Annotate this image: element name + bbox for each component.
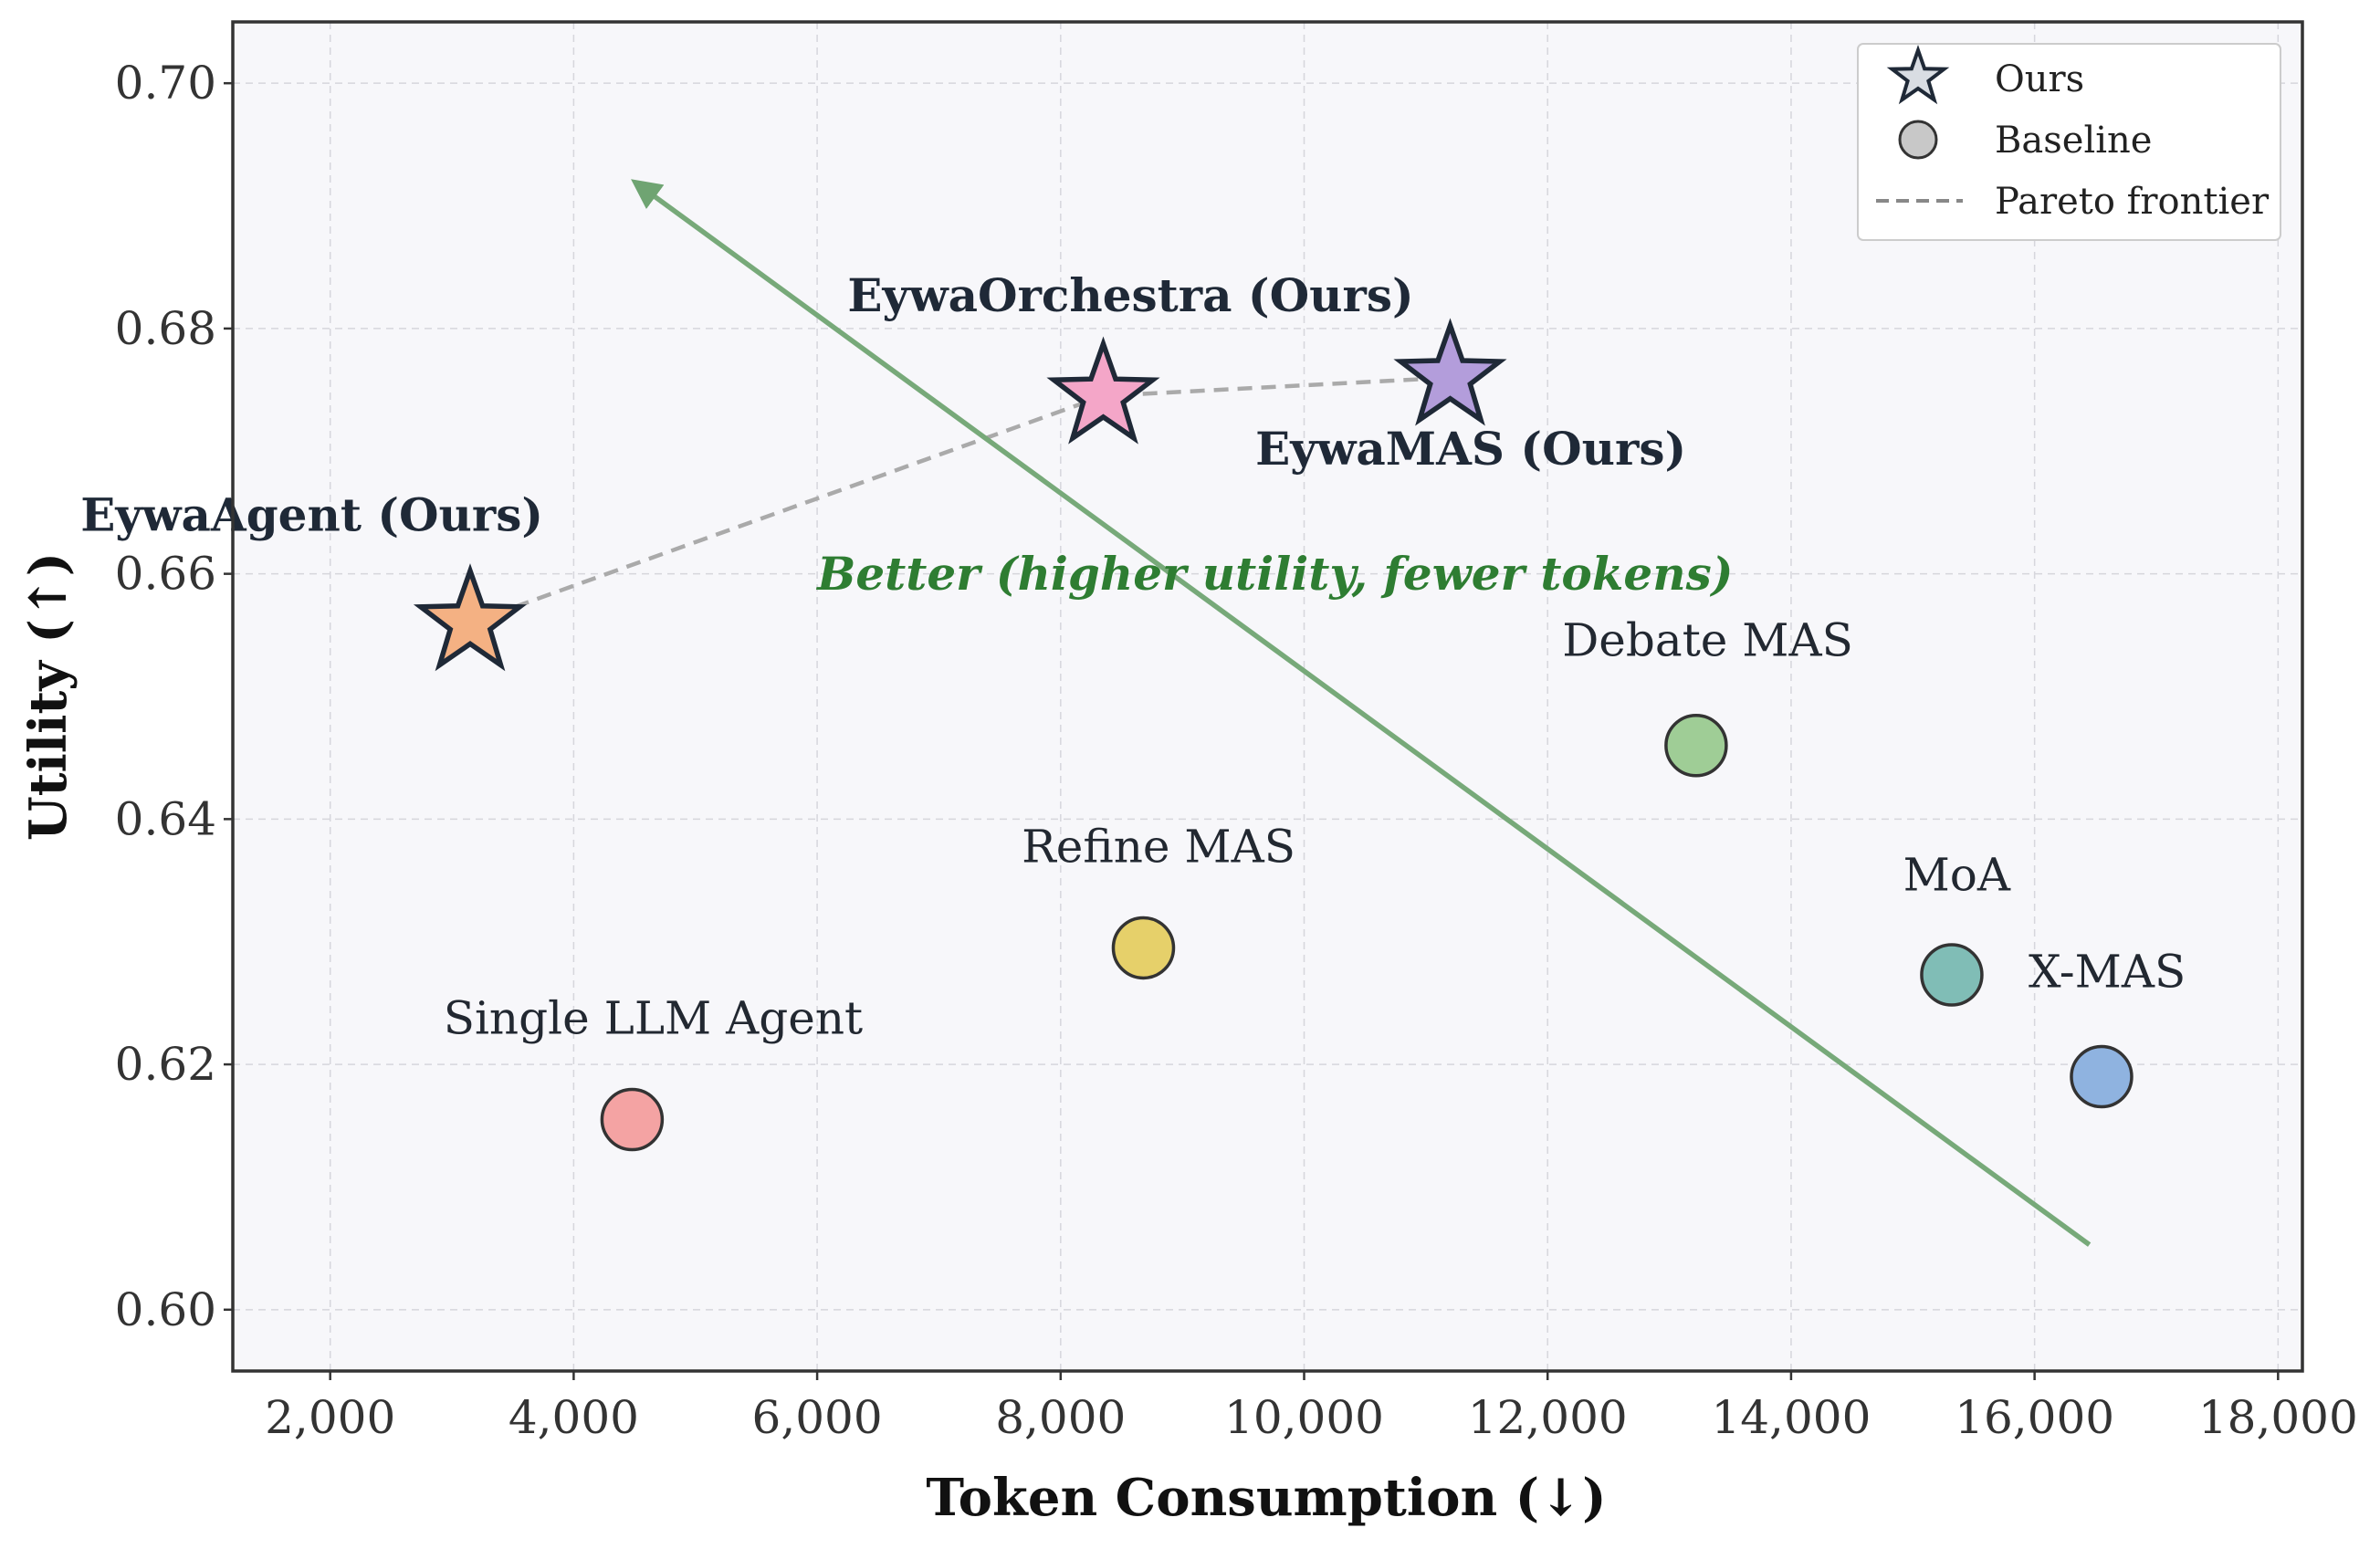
- y-tick-label: 0.62: [115, 1038, 216, 1091]
- x-axis-ticks: 2,000 4,000 6,000 8,000 10,000 12,000 14,000 16…: [265, 1371, 2358, 1444]
- y-tick-label: 0.70: [115, 57, 216, 110]
- ours-star-marker: [1393, 318, 1507, 426]
- arrow-line: [631, 179, 2092, 1247]
- baseline-circle-marker: [1664, 713, 1728, 778]
- legend-label-baseline: Baseline: [1995, 120, 2152, 162]
- legend-label-pareto: Pareto frontier: [1995, 181, 2270, 223]
- y-tick-label: 0.66: [115, 548, 216, 601]
- x-tick-label: 4,000: [509, 1391, 639, 1444]
- legend-box: [1857, 43, 2281, 241]
- point-label: Refine MAS: [1022, 820, 1295, 873]
- point-label: Debate MAS: [1562, 614, 1853, 667]
- y-axis-ticks: 0.60 0.62 0.64 0.66 0.68 0.70: [115, 57, 233, 1336]
- annotation-group: Better (higher utility, fewer tokens): [815, 547, 1733, 601]
- point-label: Single LLM Agent: [444, 992, 863, 1045]
- x-axis-label: Token Consumption (↓): [926, 1468, 1606, 1528]
- y-tick-label: 0.64: [115, 792, 216, 845]
- legend-label-ours: Ours: [1995, 58, 2084, 100]
- baseline-circle-marker: [600, 1087, 665, 1152]
- legend: Ours Baseline Pareto frontier: [1857, 43, 2281, 241]
- legend-circle-icon: [1898, 120, 1938, 160]
- x-tick-label: 14,000: [1711, 1391, 1871, 1444]
- baseline-circle-marker: [1111, 916, 1176, 980]
- x-tick-label: 10,000: [1224, 1391, 1384, 1444]
- x-tick-label: 16,000: [1955, 1391, 2114, 1444]
- x-tick-label: 12,000: [1468, 1391, 1628, 1444]
- x-tick-label: 2,000: [265, 1391, 395, 1444]
- data-points: [413, 318, 2134, 1152]
- baseline-circle-marker: [2070, 1044, 2134, 1109]
- baseline-circle-marker: [1920, 943, 1984, 1007]
- ours-star-marker: [413, 563, 528, 672]
- x-tick-label: 8,000: [995, 1391, 1126, 1444]
- point-label: MoA: [1903, 848, 2011, 901]
- point-label: EywaOrchestra (Ours): [847, 268, 1413, 322]
- point-label: X-MAS: [2029, 945, 2186, 998]
- legend-star-icon: [1886, 44, 1950, 105]
- y-tick-label: 0.60: [115, 1283, 216, 1336]
- x-tick-label: 18,000: [2198, 1391, 2358, 1444]
- point-label: EywaAgent (Ours): [80, 488, 543, 542]
- ours-star-marker: [1046, 336, 1160, 445]
- better-direction-arrow: [631, 179, 2092, 1247]
- y-axis-label: Utility (↑): [18, 552, 79, 841]
- point-label: EywaMAS (Ours): [1255, 422, 1686, 476]
- plot-frame: [231, 20, 2304, 1373]
- y-tick-label: 0.68: [115, 302, 216, 355]
- x-tick-label: 6,000: [752, 1391, 883, 1444]
- better-annotation: Better (higher utility, fewer tokens): [815, 547, 1733, 601]
- point-labels: EywaAgent (Ours) EywaOrchestra (Ours) Eywa…: [80, 268, 2186, 1044]
